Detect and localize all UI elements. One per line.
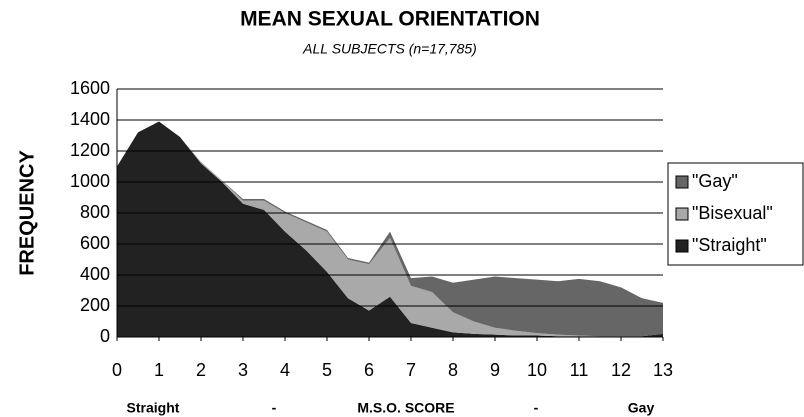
annotation: -	[272, 400, 277, 416]
x-tick-label: 8	[448, 360, 458, 380]
area	[117, 121, 663, 337]
legend-box	[667, 162, 804, 266]
y-tick-label: 1600	[70, 78, 110, 98]
legend-label: "Gay"	[692, 171, 738, 191]
x-tick-label: 4	[280, 360, 290, 380]
legend-label: "Bisexual"	[692, 203, 773, 223]
x-tick-label: 5	[322, 360, 332, 380]
x-tick-label: 9	[490, 360, 500, 380]
x-tick-label: 2	[196, 360, 206, 380]
y-tick-label: 1200	[70, 140, 110, 160]
legend-swatch	[675, 175, 689, 189]
legend-swatch	[675, 207, 689, 221]
y-tick-label: 0	[100, 326, 110, 346]
area	[117, 121, 663, 337]
x-tick-label: 11	[570, 360, 589, 380]
annotation: Gay	[628, 400, 655, 416]
legend-label: "Straight"	[692, 235, 767, 255]
x-tick-label: 13	[653, 360, 673, 380]
x-tick-label: 6	[364, 360, 374, 380]
x-tick-label: 12	[611, 360, 631, 380]
annotation: -	[534, 400, 539, 416]
chart-subtitle: ALL SUBJECTS (n=17,785)	[302, 41, 477, 57]
annotation: Straight	[127, 400, 180, 416]
x-axis-label: M.S.O. SCORE	[357, 400, 454, 416]
area	[117, 121, 663, 337]
legend-swatch	[675, 239, 689, 253]
y-tick-label: 600	[80, 233, 110, 253]
y-axis-label: FREQUENCY	[16, 150, 38, 276]
y-tick-label: 400	[80, 264, 110, 284]
x-tick-label: 10	[527, 360, 547, 380]
x-tick-label: 3	[238, 360, 248, 380]
y-tick-label: 800	[80, 202, 110, 222]
chart-title: MEAN SEXUAL ORIENTATION	[240, 8, 540, 31]
y-tick-label: 1400	[70, 109, 110, 129]
x-tick-label: 7	[406, 360, 416, 380]
y-tick-label: 1000	[70, 171, 110, 191]
x-tick-label: 1	[154, 360, 164, 380]
x-tick-label: 0	[112, 360, 122, 380]
y-tick-label: 200	[80, 295, 110, 315]
